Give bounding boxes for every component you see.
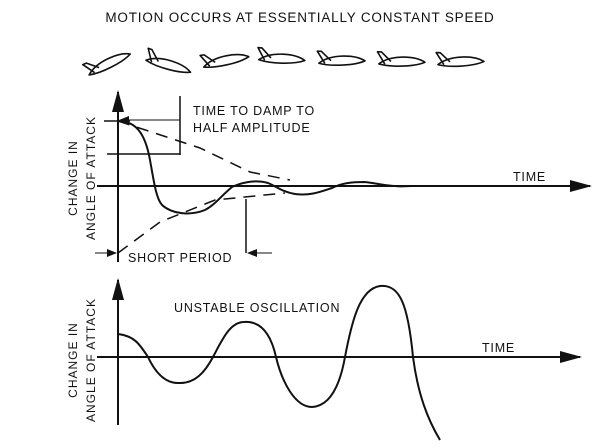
bottom-y-label-line1: CHANGE IN [66, 322, 80, 398]
aircraft-icon-1 [81, 45, 134, 78]
top-plot: CHANGE IN ANGLE OF ATTACK TIME TIME TO D… [66, 90, 592, 265]
annotation-short-period: SHORT PERIOD [128, 251, 232, 265]
lower-envelope [117, 192, 286, 254]
annotation-damp-line2: HALF AMPLITUDE [193, 121, 310, 135]
aircraft-icon-6 [375, 50, 427, 69]
top-y-label-line2: ANGLE OF ATTACK [84, 116, 98, 240]
bottom-x-label: TIME [482, 341, 515, 355]
aircraft-icon-7 [435, 51, 485, 68]
aircraft-icon-5 [316, 50, 367, 68]
bottom-plot: CHANGE IN ANGLE OF ATTACK TIME UNSTABLE … [66, 278, 582, 441]
annotation-unstable: UNSTABLE OSCILLATION [174, 301, 340, 315]
annotation-damp-line1: TIME TO DAMP TO [193, 104, 315, 118]
top-y-label-line1: CHANGE IN [66, 140, 80, 216]
aircraft-icon-2 [142, 47, 195, 79]
bottom-y-label-line2: ANGLE OF ATTACK [84, 298, 98, 422]
top-x-label: TIME [513, 170, 546, 184]
damped-response-curve [117, 120, 413, 215]
aircraft-icon-4 [255, 46, 307, 67]
figure-title: MOTION OCCURS AT ESSENTIALLY CONSTANT SP… [105, 10, 495, 25]
upper-envelope [117, 120, 291, 181]
aircraft-icon-3 [199, 47, 251, 70]
unstable-response-curve [117, 284, 441, 441]
aircraft-sequence [81, 45, 485, 79]
